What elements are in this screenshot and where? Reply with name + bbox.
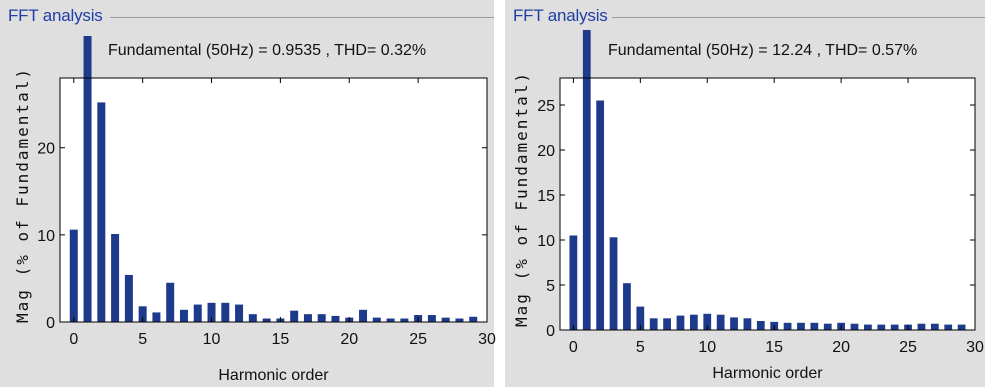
bar-harmonic-0 xyxy=(569,235,578,330)
bar-harmonic-22 xyxy=(864,324,872,330)
y-tick-label: 0 xyxy=(46,315,55,332)
bar-harmonic-14 xyxy=(262,318,271,322)
bar-harmonic-19 xyxy=(331,315,340,322)
plot-area xyxy=(60,78,487,322)
bar-harmonic-2 xyxy=(596,100,605,330)
bar-harmonic-16 xyxy=(783,322,792,330)
bar-harmonic-18 xyxy=(810,322,819,330)
bar-harmonic-17 xyxy=(797,322,805,330)
bar-harmonic-27 xyxy=(930,323,939,330)
x-tick-label: 5 xyxy=(636,339,645,356)
x-axis-label: Harmonic order xyxy=(712,365,823,382)
y-tick-label: 20 xyxy=(537,143,555,160)
title-divider xyxy=(605,17,985,18)
x-tick-label: 15 xyxy=(271,331,289,348)
bar-harmonic-14 xyxy=(756,321,765,330)
x-tick-label: 10 xyxy=(203,331,221,348)
y-axis-label: Mag (% of Fundamental) xyxy=(13,67,32,323)
fft-bar-chart-right: 0 5 10 15 20 25 30 0 5 10 15 20 25 Fundamental (50Hz)… xyxy=(512,30,984,382)
y-tick-label: 20 xyxy=(37,141,55,158)
bar-harmonic-8 xyxy=(179,309,188,322)
bar-harmonic-3 xyxy=(609,237,618,330)
bar-harmonic-28 xyxy=(455,318,464,322)
bar-harmonic-27 xyxy=(441,317,450,322)
bar-harmonic-3 xyxy=(111,233,120,322)
bar-harmonic-26 xyxy=(917,323,926,330)
bar-harmonic-17 xyxy=(303,314,312,322)
x-tick-label: 5 xyxy=(138,331,147,348)
bar-harmonic-23 xyxy=(386,318,395,322)
bar-harmonic-29 xyxy=(957,324,966,330)
bar-harmonic-10 xyxy=(207,302,216,322)
x-tick-label: 15 xyxy=(765,339,783,356)
bar-harmonic-12 xyxy=(730,317,738,330)
bar-harmonic-1 xyxy=(83,36,92,322)
bar-harmonic-2 xyxy=(97,102,106,323)
x-tick-label: 10 xyxy=(698,339,716,356)
x-tick-label: 30 xyxy=(966,339,984,356)
x-axis-label: Harmonic order xyxy=(218,367,329,384)
bar-harmonic-28 xyxy=(944,324,953,330)
panel-title: FFT analysis xyxy=(513,6,612,26)
bar-harmonic-0 xyxy=(69,229,78,322)
y-tick-label: 10 xyxy=(37,228,55,245)
bar-harmonic-21 xyxy=(850,323,859,330)
fundamental-thd-annotation: Fundamental (50Hz) = 12.24 , THD= 0.57% xyxy=(608,42,917,59)
bar-harmonic-13 xyxy=(743,318,752,330)
x-tick-label: 0 xyxy=(569,339,578,356)
x-tick-label: 30 xyxy=(478,331,496,348)
fft-panel-left: FFT analysis 0 5 10 15 20 25 30 0 10 20 Fundamenta… xyxy=(0,0,496,387)
bar-harmonic-21 xyxy=(359,309,368,322)
bar-harmonic-11 xyxy=(716,314,725,330)
fft-bar-chart-left: 0 5 10 15 20 25 30 0 10 20 Fundamental (50Hz) = 0.… xyxy=(13,36,496,384)
bar-harmonic-26 xyxy=(427,315,436,322)
fundamental-thd-annotation: Fundamental (50Hz) = 0.9535 , THD= 0.32% xyxy=(108,42,426,59)
y-tick-label: 10 xyxy=(537,233,555,250)
bar-harmonic-29 xyxy=(469,316,478,322)
bar-harmonic-24 xyxy=(400,318,409,322)
bar-harmonic-5 xyxy=(636,306,645,330)
bar-harmonic-24 xyxy=(890,324,899,330)
title-divider xyxy=(110,17,494,18)
bar-harmonic-9 xyxy=(193,304,202,322)
bar-harmonic-1 xyxy=(582,30,591,330)
x-tick-label: 20 xyxy=(340,331,358,348)
bar-harmonic-13 xyxy=(248,314,257,322)
bar-harmonic-10 xyxy=(703,313,712,330)
bar-harmonic-16 xyxy=(290,310,299,322)
bar-harmonic-9 xyxy=(689,314,698,330)
bar-harmonic-6 xyxy=(152,312,161,322)
x-tick-label: 25 xyxy=(409,331,427,348)
panel-title: FFT analysis xyxy=(8,6,107,26)
bar-harmonic-4 xyxy=(623,283,631,330)
x-tick-label: 20 xyxy=(832,339,850,356)
x-tick-label: 25 xyxy=(899,339,917,356)
axes-frame xyxy=(59,77,488,323)
bar-harmonic-12 xyxy=(235,304,244,322)
bar-harmonic-8 xyxy=(676,315,685,330)
bar-harmonic-4 xyxy=(124,274,133,322)
fft-panel-right: FFT analysis 0 5 10 15 20 25 30 0 5 10 15 20 25 Funda… xyxy=(505,0,985,387)
bar-harmonic-22 xyxy=(372,317,381,322)
bar-harmonic-5 xyxy=(138,306,147,322)
y-tick-label: 5 xyxy=(546,278,555,295)
bar-harmonic-19 xyxy=(823,323,832,330)
plot-area xyxy=(560,78,975,330)
x-tick-label: 0 xyxy=(69,331,78,348)
y-tick-label: 15 xyxy=(537,188,555,205)
y-axis-label: Mag (% of Fundamental) xyxy=(512,71,531,327)
y-tick-label: 25 xyxy=(537,98,555,115)
bar-harmonic-23 xyxy=(877,324,886,330)
axes-frame xyxy=(559,77,976,331)
bar-harmonic-6 xyxy=(649,318,658,330)
bar-harmonic-11 xyxy=(221,302,230,322)
bar-harmonic-18 xyxy=(317,314,326,322)
bar-harmonic-7 xyxy=(663,318,671,330)
bar-harmonic-7 xyxy=(166,282,175,322)
y-tick-label: 0 xyxy=(546,323,555,340)
